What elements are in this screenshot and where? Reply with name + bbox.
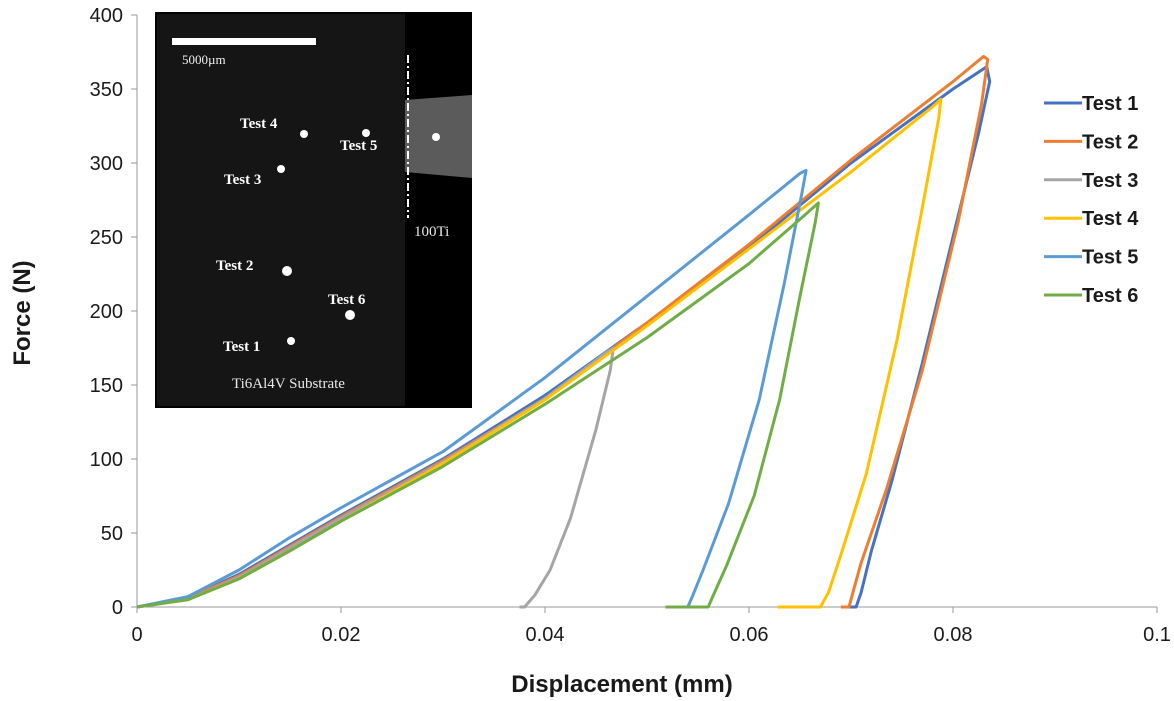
series-line-test-3 (136, 346, 615, 609)
y-tick-label: 100 (90, 449, 123, 471)
indent-marker-deposit (432, 133, 440, 141)
marker-label-test-2: Test 2 (216, 258, 253, 274)
marker-label-test-1: Test 1 (223, 339, 260, 355)
x-tick-label: 0.08 (934, 624, 973, 646)
y-tick-label: 250 (90, 227, 123, 249)
x-tick-label: 0.04 (526, 624, 565, 646)
legend: Test 1 Test 2 Test 3 Test 4 Test 5 Test 6 (1044, 93, 1139, 307)
scale-bar-label: 5000µm (182, 52, 226, 67)
y-tick-label: 0 (112, 597, 123, 619)
x-tick-label: 0 (131, 624, 142, 646)
legend-label: Test 6 (1082, 285, 1138, 307)
indent-marker-test-6 (345, 310, 355, 320)
legend-label: Test 1 (1082, 93, 1138, 115)
y-tick-label: 400 (90, 5, 123, 27)
y-tick-label: 200 (90, 301, 123, 323)
legend-label: Test 2 (1082, 131, 1138, 153)
substrate-label: Ti6Al4V Substrate (232, 376, 345, 392)
y-tick-label: 350 (90, 79, 123, 101)
x-axis-title: Displacement (mm) (511, 671, 732, 698)
x-tick-label: 0.06 (730, 624, 769, 646)
marker-label-test-4: Test 4 (240, 116, 278, 132)
x-tick-label: 0.1 (1143, 624, 1171, 646)
inset-micrograph: 5000µm 100Ti Ti6Al4V Substrate Test 4 Te… (155, 12, 472, 408)
legend-label: Test 3 (1082, 170, 1138, 192)
material-label: 100Ti (414, 224, 449, 240)
marker-label-test-5: Test 5 (340, 138, 377, 154)
x-tick-labels: 0 0.02 0.04 0.06 0.08 0.1 (131, 607, 1171, 646)
series-line-test-6 (136, 201, 820, 609)
marker-label-test-3: Test 3 (224, 172, 261, 188)
y-tick-labels: 0 50 100 150 200 250 300 350 400 (90, 5, 137, 619)
y-tick-label: 50 (101, 523, 123, 545)
indent-marker-test-4 (300, 130, 308, 138)
indent-marker-test-3 (277, 165, 285, 173)
y-tick-label: 150 (90, 375, 123, 397)
series-lines (136, 54, 992, 609)
scale-bar (172, 38, 316, 45)
series-line-test-5 (136, 168, 808, 609)
marker-label-test-6: Test 6 (328, 292, 366, 308)
indent-marker-test-1 (287, 337, 295, 345)
y-axis-title: Force (N) (9, 260, 36, 365)
legend-label: Test 4 (1082, 208, 1139, 230)
indent-marker-test-2 (282, 266, 292, 276)
x-tick-label: 0.02 (322, 624, 361, 646)
y-tick-label: 300 (90, 153, 123, 175)
indent-marker-test-5 (362, 129, 370, 137)
substrate-region (157, 14, 405, 406)
legend-label: Test 5 (1082, 247, 1138, 269)
